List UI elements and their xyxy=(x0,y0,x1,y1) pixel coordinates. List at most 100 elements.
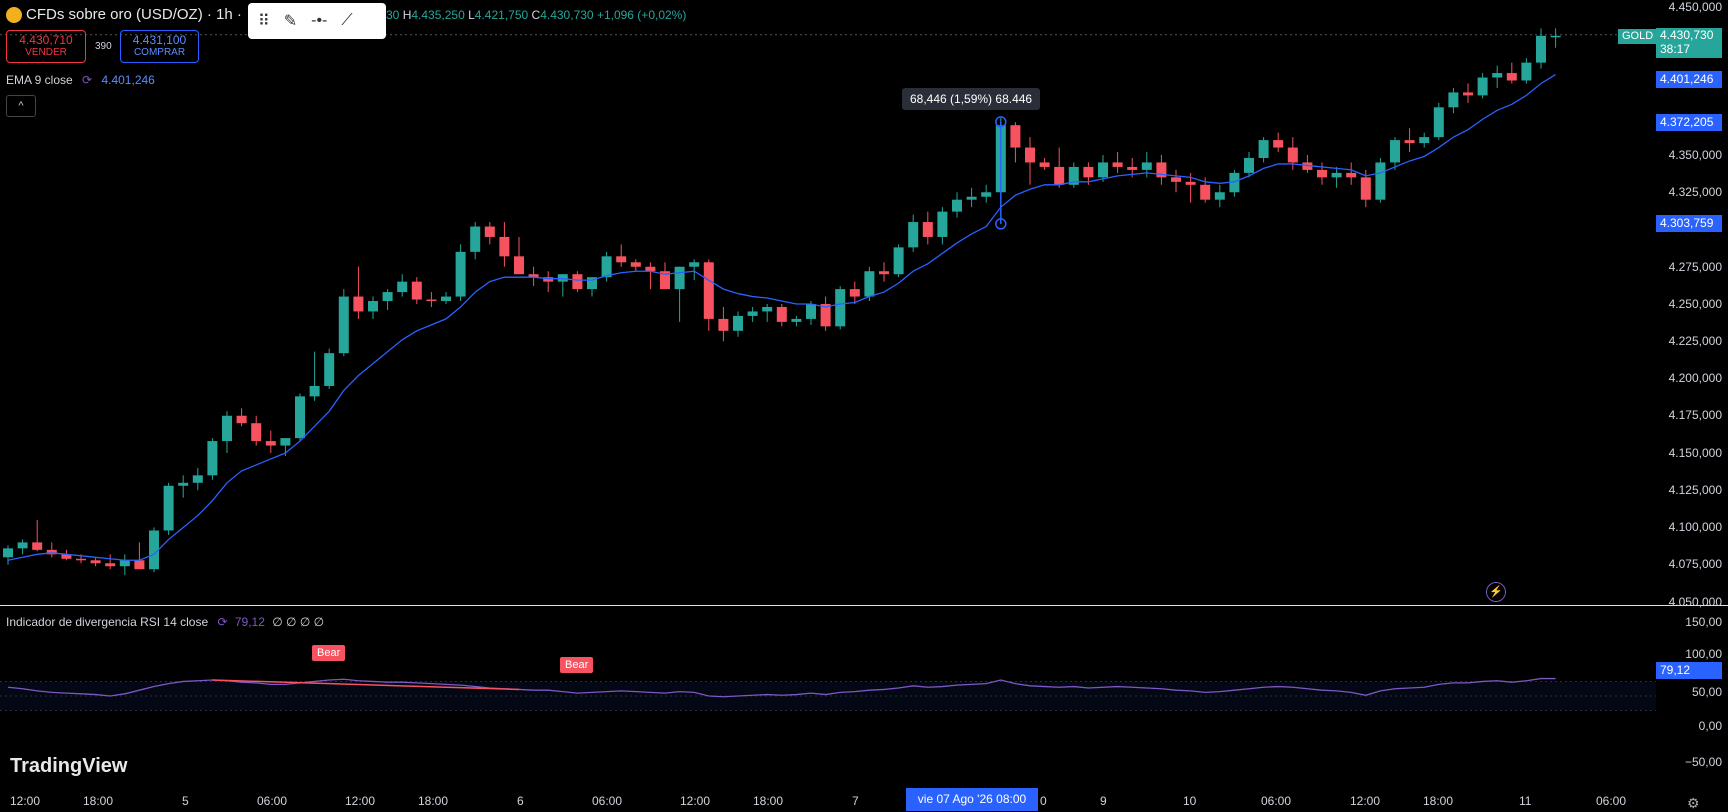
ema-legend[interactable]: EMA 9 close ⟳ 4.401,246 xyxy=(6,73,155,87)
candle-body xyxy=(1433,107,1444,138)
candle-body xyxy=(1521,62,1532,81)
change-value: +1,096 (+0,02%) xyxy=(596,8,687,22)
time-tick: 7 xyxy=(852,794,859,808)
candle-body xyxy=(484,226,495,237)
ema-value: 4.401,246 xyxy=(101,73,155,87)
candle-body xyxy=(207,441,218,476)
lightning-icon[interactable]: ⚡ xyxy=(1486,582,1506,602)
candle-body xyxy=(689,262,700,267)
ema-label: EMA 9 close xyxy=(6,73,73,87)
price-tick: 4.125,000 xyxy=(1668,483,1722,497)
candle-body xyxy=(879,271,889,275)
candle-body xyxy=(1506,73,1517,81)
candle-body xyxy=(119,560,130,567)
candle-body xyxy=(1083,166,1094,178)
candle-body xyxy=(61,554,72,559)
measure-tooltip: 68,446 (1,59%) 68.446 xyxy=(902,88,1041,110)
candle-body xyxy=(616,256,627,263)
brush-icon[interactable]: ✎ xyxy=(283,13,298,30)
measure-upper-tag: 4.372,205 xyxy=(1656,114,1722,131)
open-fragment: 30 xyxy=(386,8,400,22)
buy-label: COMPRAR xyxy=(133,47,186,58)
ohlc-readout: 30 H4.435,250 L4.421,750 C4.430,730 +1,0… xyxy=(386,8,686,22)
time-tick: 12:00 xyxy=(345,794,376,808)
sell-button[interactable]: 4.430,710 VENDER xyxy=(6,30,86,63)
candle-body xyxy=(1404,140,1415,144)
collapse-legend-button[interactable]: ^ xyxy=(6,95,36,117)
candle-body xyxy=(1317,169,1327,178)
candle-body xyxy=(660,271,670,290)
candle-body xyxy=(1536,35,1546,63)
candle-body xyxy=(630,262,641,267)
time-tick: 11 xyxy=(1519,794,1532,808)
candle-body xyxy=(1273,140,1284,148)
candle-body xyxy=(718,318,729,331)
candle-body xyxy=(1200,184,1211,200)
drawing-toolbar[interactable]: ⠿ ✎ -•- ⟋ xyxy=(248,3,386,39)
high-label: H xyxy=(402,8,412,22)
sell-label: VENDER xyxy=(25,47,67,58)
rsi-tick: −50,00 xyxy=(1684,755,1722,769)
time-tick: 06:00 xyxy=(592,794,623,808)
time-tick: 06:00 xyxy=(257,794,288,808)
candle-body xyxy=(1039,162,1050,167)
sell-price: 4.430,710 xyxy=(19,33,73,47)
candle-body xyxy=(1068,166,1079,185)
gold-coin-icon xyxy=(6,6,22,23)
trend-line-icon[interactable]: ⟋ xyxy=(341,12,353,29)
candle-body xyxy=(981,192,992,197)
rsi-legend[interactable]: Indicador de divergencia RSI 14 close ⟳ … xyxy=(6,615,324,629)
low-label: L xyxy=(468,8,475,22)
price-tick: 4.325,000 xyxy=(1668,185,1722,199)
symbol-title[interactable]: CFDs sobre oro (USD/OZ) · 1h · xyxy=(26,6,242,23)
rsi-extra-values: ∅ ∅ ∅ ∅ xyxy=(272,615,325,629)
time-tick: 9 xyxy=(1100,794,1107,808)
candle-body xyxy=(1375,162,1386,200)
line-style-icon[interactable]: -•- xyxy=(311,12,328,29)
drag-handle-icon[interactable]: ⠿ xyxy=(258,13,270,30)
candle-body xyxy=(966,196,977,200)
candle-body xyxy=(1244,157,1254,173)
close-label: C xyxy=(531,8,541,22)
buy-button[interactable]: 4.431,100 COMPRAR xyxy=(120,30,199,63)
rsi-band xyxy=(0,681,1656,711)
candle-body xyxy=(937,211,948,237)
candle-body xyxy=(806,304,816,319)
candle-body xyxy=(397,281,408,293)
rsi-tick: 150,00 xyxy=(1685,615,1722,629)
buy-price: 4.431,100 xyxy=(132,33,187,47)
time-tick: 0 xyxy=(1040,794,1047,808)
candle-body xyxy=(514,256,524,275)
candle-body xyxy=(411,281,422,300)
rsi-line xyxy=(7,677,1556,698)
candle-body xyxy=(1127,166,1138,170)
settings-gear-icon[interactable]: ⚙ xyxy=(1687,795,1700,811)
candle-body xyxy=(236,415,247,424)
candle-body xyxy=(90,560,101,564)
measure-lower-tag: 4.303,759 xyxy=(1656,215,1722,232)
candle-body xyxy=(441,296,451,302)
candle-body xyxy=(791,318,802,322)
candle-body xyxy=(952,199,962,212)
candle-body xyxy=(1463,92,1473,96)
time-tick: 18:00 xyxy=(1423,794,1454,808)
time-tick: 12:00 xyxy=(680,794,711,808)
candle-body xyxy=(1346,172,1357,178)
candle-body xyxy=(499,236,510,257)
candle-body xyxy=(3,548,13,558)
price-chart[interactable] xyxy=(0,0,1656,605)
candle-body xyxy=(1229,172,1240,193)
price-tick: 4.250,000 xyxy=(1668,297,1722,311)
candle-body xyxy=(368,301,378,312)
time-tick: 18:00 xyxy=(83,794,114,808)
bar-countdown: 38:17 xyxy=(1660,42,1691,56)
candle-body xyxy=(265,441,276,446)
candle-body xyxy=(1419,137,1430,144)
time-tick: 06:00 xyxy=(1596,794,1627,808)
rsi-pane[interactable] xyxy=(0,606,1656,781)
pane-separator[interactable] xyxy=(0,605,1728,606)
candle-body xyxy=(1141,162,1152,170)
rsi-tick: 100,00 xyxy=(1685,647,1722,661)
tradingview-logo[interactable]: TradingView xyxy=(10,755,128,777)
price-tick: 4.350,000 xyxy=(1668,148,1722,162)
